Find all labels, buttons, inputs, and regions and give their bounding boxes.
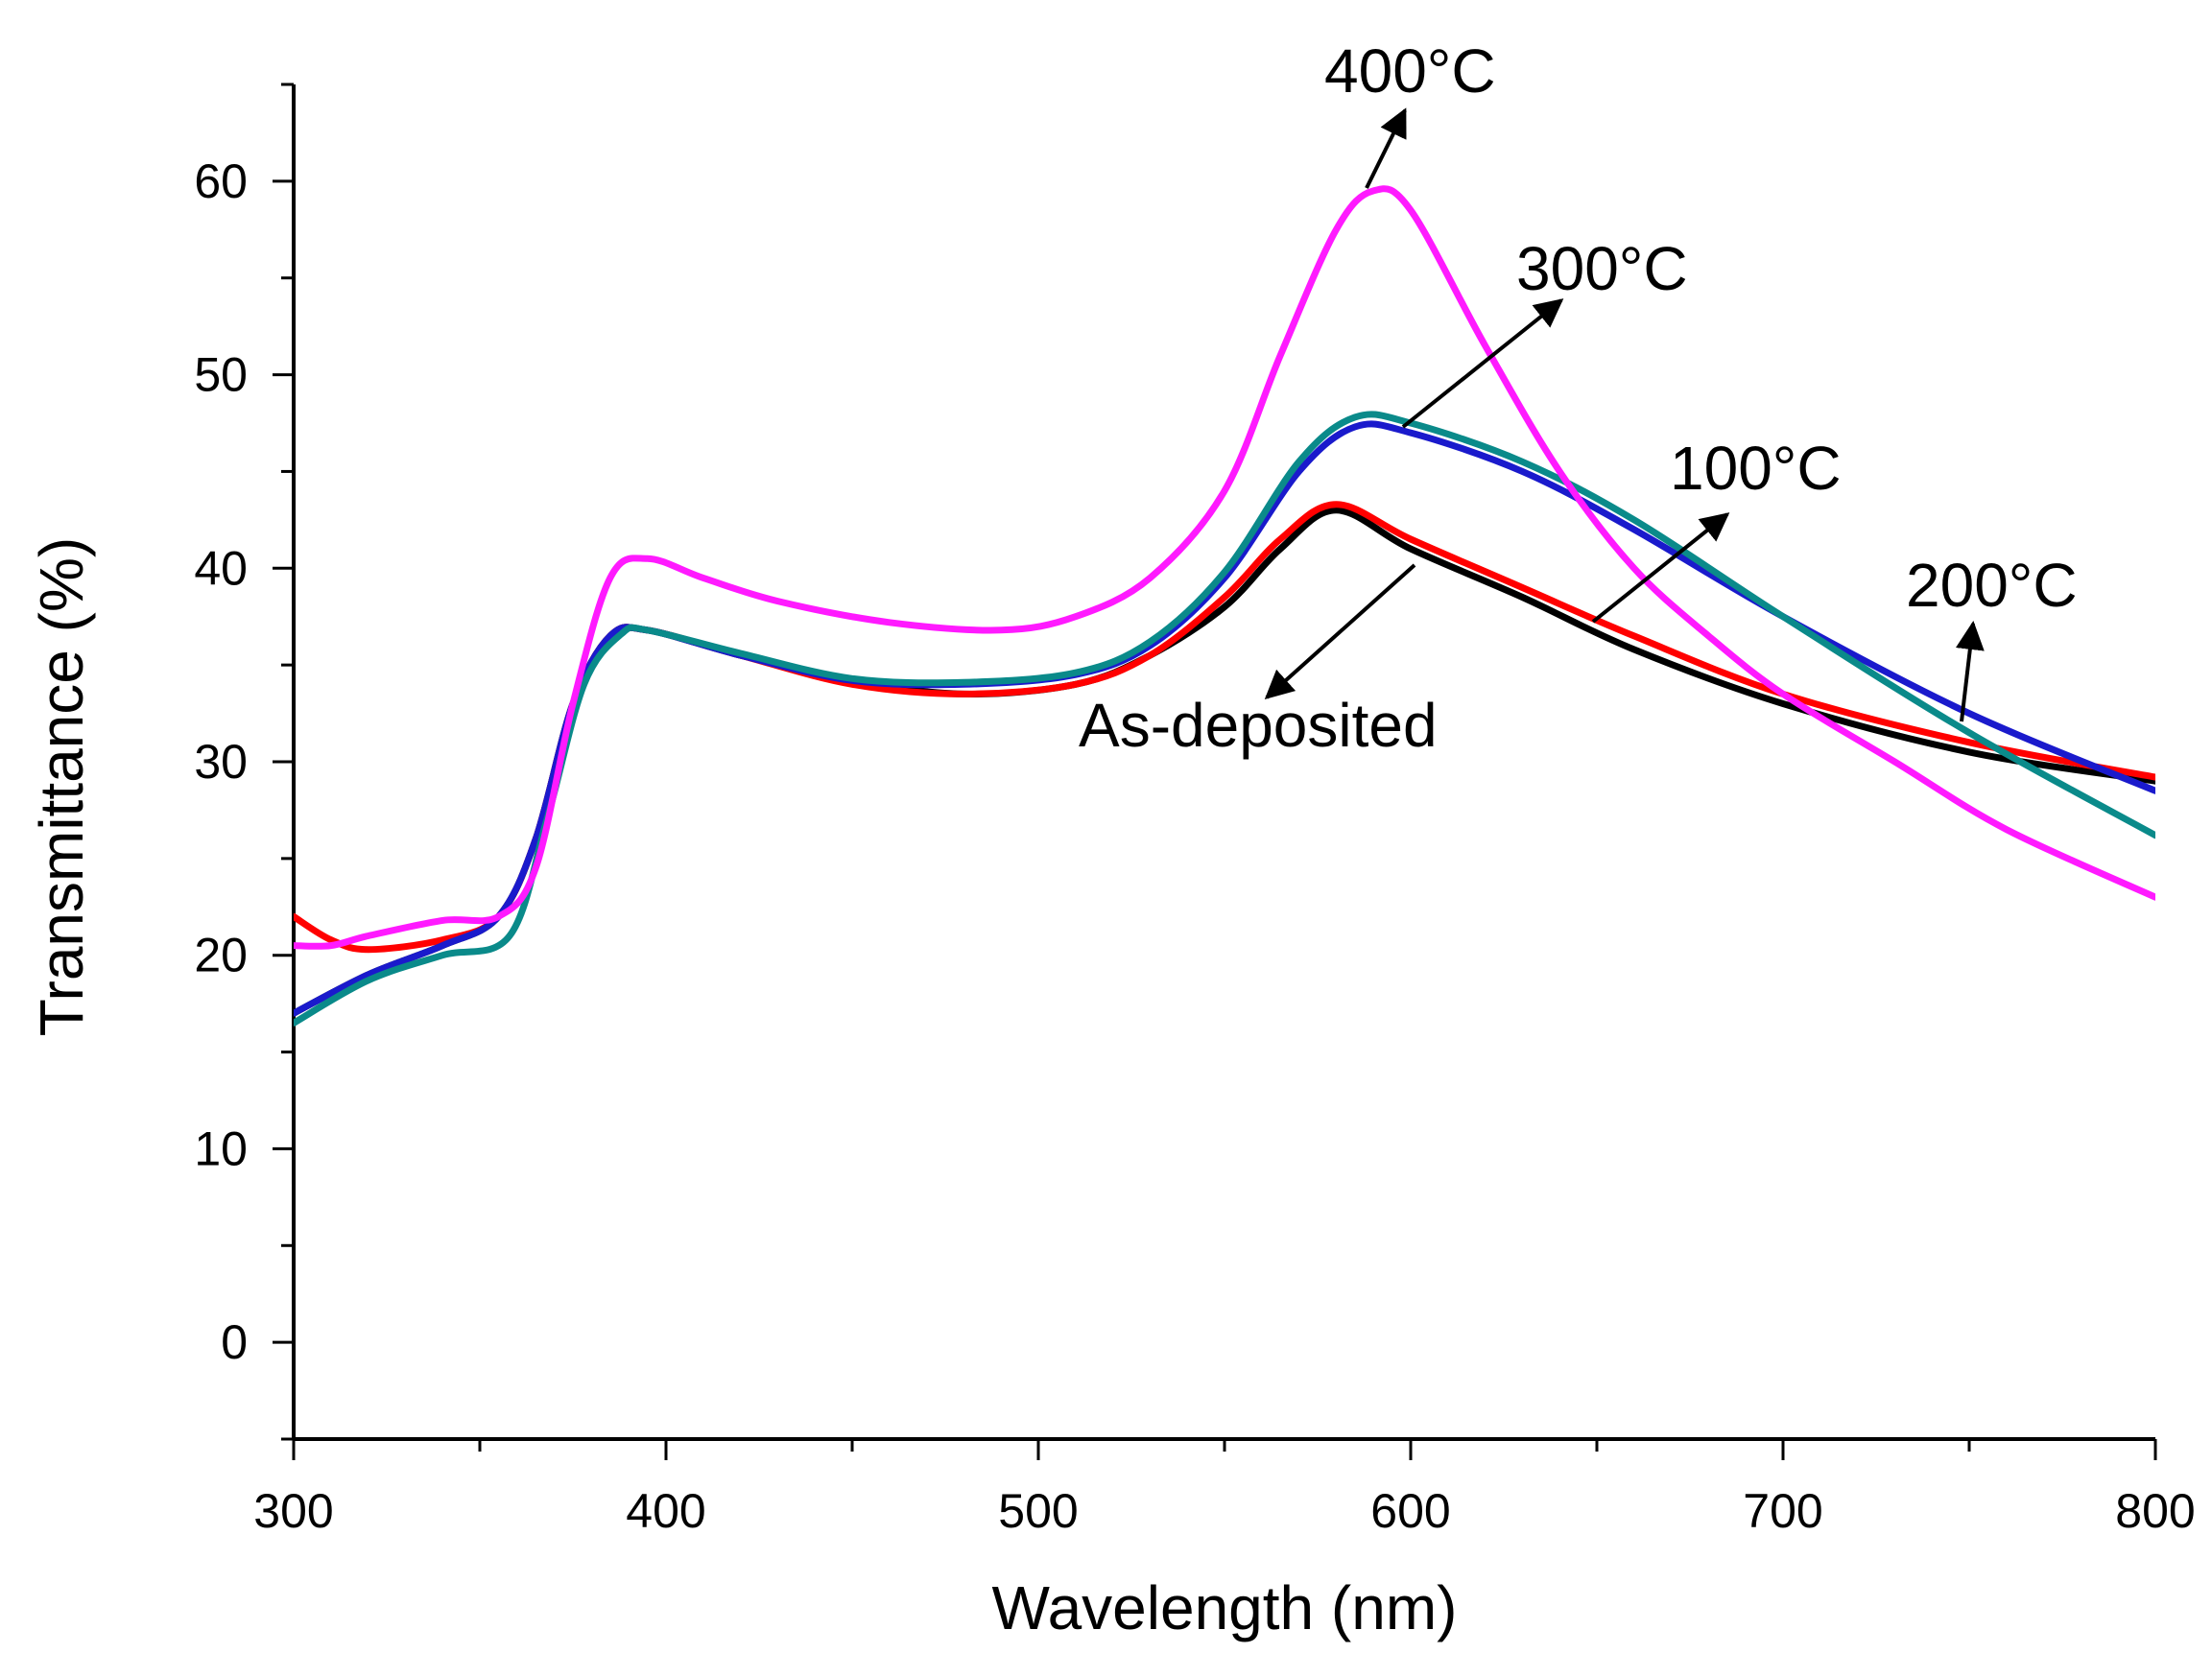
x-tick-label: 500 <box>998 1484 1078 1538</box>
label-300c: 300°C <box>1516 234 1688 303</box>
label-as-deposited: As-deposited <box>1079 691 1438 760</box>
arrow-as-deposited <box>1264 563 1416 700</box>
x-tick-labels: 300 400 500 600 700 800 <box>253 1484 2195 1538</box>
arrow-100c <box>1591 512 1730 624</box>
x-tick-label: 300 <box>253 1484 333 1538</box>
x-tick-label: 800 <box>2115 1484 2195 1538</box>
y-axis-title: Transmittance (%) <box>27 537 96 1036</box>
series-line-as-deposited <box>294 507 2155 1017</box>
y-tick-labels: 0 10 20 30 40 50 60 <box>194 154 248 1369</box>
y-tick-label: 50 <box>194 348 248 402</box>
x-tick-label: 700 <box>1743 1484 1822 1538</box>
series-line-400c <box>294 185 2155 950</box>
label-400c: 400°C <box>1324 36 1496 106</box>
arrow-400c <box>1365 107 1407 189</box>
series-group <box>294 185 2155 1027</box>
y-tick-label: 40 <box>194 541 248 595</box>
y-tick-label: 60 <box>194 154 248 208</box>
x-axis-title: Wavelength (nm) <box>992 1573 1458 1642</box>
label-100c: 100°C <box>1670 434 1842 503</box>
arrow-300c <box>1401 298 1564 429</box>
y-tick-label: 20 <box>194 929 248 982</box>
label-200c: 200°C <box>1906 551 2078 620</box>
arrow-200c <box>1955 621 1985 722</box>
x-tick-label: 600 <box>1370 1484 1450 1538</box>
y-tick-label: 10 <box>194 1122 248 1175</box>
axis-ticks <box>273 83 2157 1460</box>
y-tick-label: 0 <box>221 1315 248 1369</box>
annotation-arrows <box>1264 107 1985 722</box>
y-tick-label: 30 <box>194 735 248 789</box>
x-tick-label: 400 <box>626 1484 705 1538</box>
